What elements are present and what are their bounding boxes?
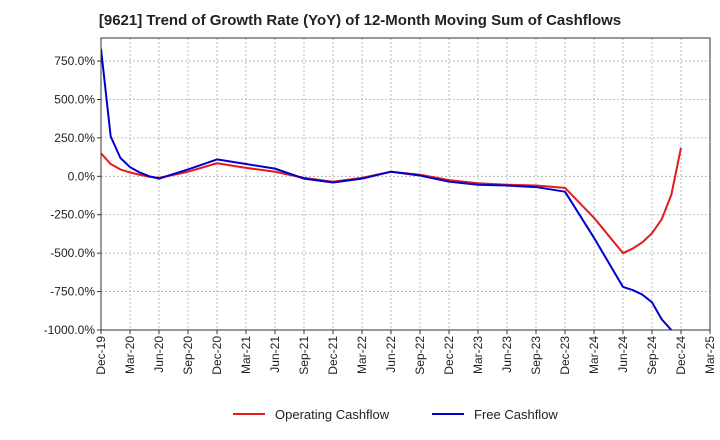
x-tick-label: Jun-24 [616, 336, 630, 373]
x-tick-label: Mar-25 [703, 336, 717, 374]
x-tick-label: Sep-20 [181, 336, 195, 375]
series-line-free-cashflow [101, 48, 673, 330]
x-tick-label: Jun-21 [268, 336, 282, 373]
legend-label-free-cashflow: Free Cashflow [474, 407, 558, 422]
x-tick-label: Mar-20 [123, 336, 137, 374]
x-tick-label: Jun-20 [152, 336, 166, 373]
x-tick-label: Jun-23 [500, 336, 514, 373]
x-tick-label: Dec-24 [674, 336, 688, 375]
x-tick-label: Mar-21 [239, 336, 253, 374]
legend-label-operating-cashflow: Operating Cashflow [275, 407, 390, 422]
x-tick-label: Dec-20 [210, 336, 224, 375]
y-tick-label: -750.0% [50, 285, 95, 299]
grid-layer [100, 38, 711, 331]
x-tick-label: Dec-21 [326, 336, 340, 375]
series-layer [101, 48, 682, 330]
y-tick-label: -500.0% [50, 246, 95, 260]
x-tick-label: Sep-21 [297, 336, 311, 375]
y-tick-label: 750.0% [54, 54, 95, 68]
x-tick-label: Mar-22 [355, 336, 369, 374]
y-tick-label: -250.0% [50, 208, 95, 222]
y-tick-label: -1000.0% [44, 323, 96, 337]
x-tick-label: Dec-22 [442, 336, 456, 375]
x-tick-label: Dec-23 [558, 336, 572, 375]
y-tick-label: 250.0% [54, 131, 95, 145]
x-tick-label: Jun-22 [384, 336, 398, 373]
y-tick-label: 0.0% [68, 169, 96, 183]
y-tick-label: 500.0% [54, 92, 95, 106]
x-tick-label: Sep-22 [413, 336, 427, 375]
chart-title: [9621] Trend of Growth Rate (YoY) of 12-… [98, 12, 622, 29]
x-tick-label: Sep-23 [529, 336, 543, 375]
plot-frame [100, 37, 711, 331]
x-tick-label: Mar-23 [471, 336, 485, 374]
x-tick-label: Dec-19 [94, 336, 108, 375]
x-tick-label: Mar-24 [587, 336, 601, 374]
axis-layer: Dec-19 Mar-20 Jun-20 Sep-20 Dec-20 Mar-21 Jun-… [44, 37, 717, 375]
legend: Operating Cashflow Free Cashflow [233, 407, 558, 422]
x-tick-label: Sep-24 [645, 336, 659, 375]
